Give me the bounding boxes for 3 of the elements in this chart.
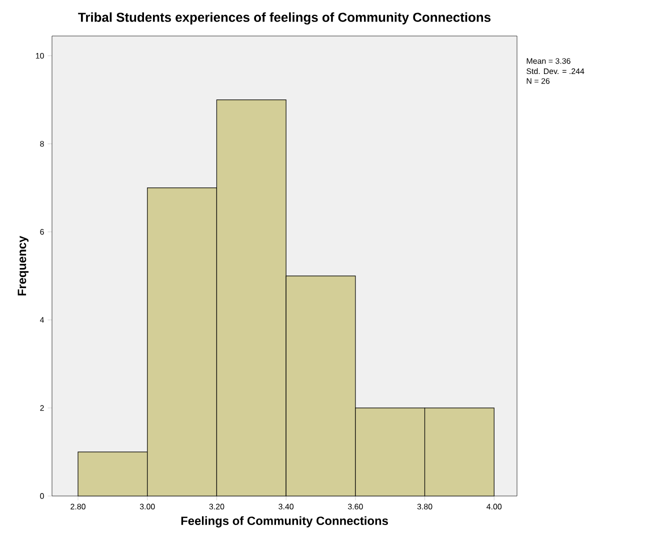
chart-title: Tribal Students experiences of feelings of Community Connections <box>78 12 491 24</box>
y-axis-title: Frequency <box>18 236 29 296</box>
x-axis-title: Feelings of Community Connections <box>181 516 388 528</box>
